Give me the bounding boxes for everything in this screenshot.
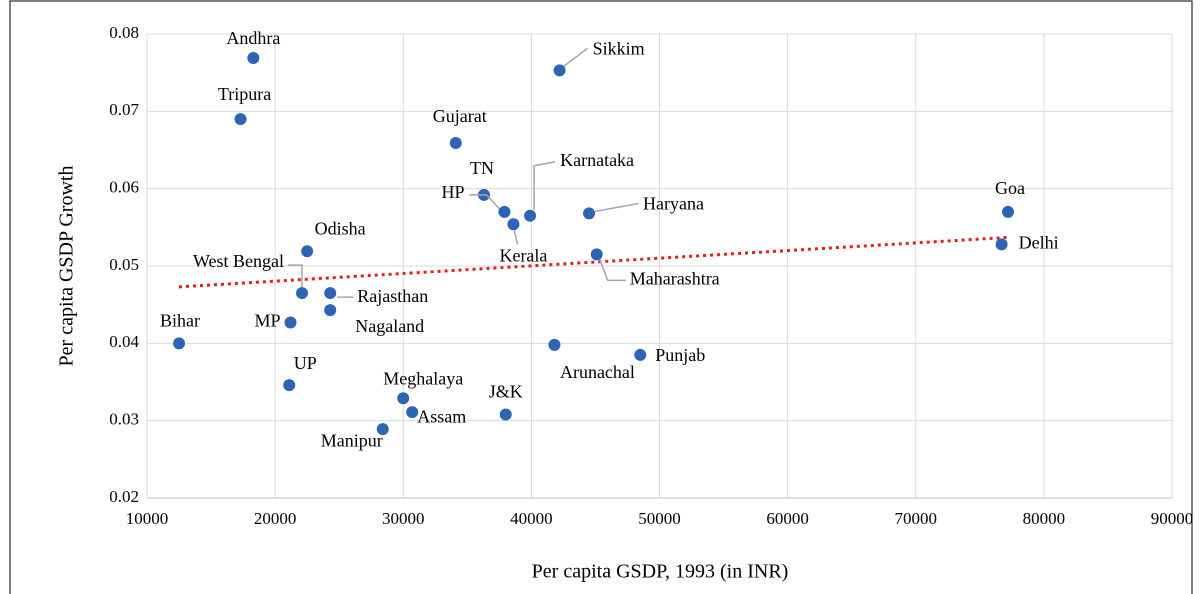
point-label: J&K [489,382,523,402]
y-tick-label: 0.04 [109,332,139,351]
point [283,379,296,392]
point [553,64,566,77]
leader-line [288,264,303,288]
point [590,248,603,261]
point [498,205,511,218]
x-axis-title: Per capita GSDP, 1993 (in INR) [532,561,789,583]
point [173,337,186,350]
y-tick-label: 0.06 [109,178,139,197]
y-tick-label: 0.03 [109,410,139,429]
point-label: Punjab [655,345,705,365]
x-tick-label: 30000 [382,509,425,528]
x-tick-label: 60000 [766,509,809,528]
point-label: Bihar [160,310,200,330]
point [324,304,337,317]
leader-line [469,194,501,210]
leader-line [599,259,626,282]
x-tick-label: 90000 [1151,509,1194,528]
point-label: Gujarat [433,106,487,126]
chart-frame [9,0,1193,594]
x-tick-label: 80000 [1023,509,1066,528]
leader-line [513,230,519,245]
point [301,245,314,258]
x-tick-label: 20000 [254,509,297,528]
point [995,238,1008,251]
x-tick-label: 10000 [126,509,169,528]
leader-line [533,160,556,210]
point [1002,205,1014,218]
point-label: Manipur [321,430,383,450]
point [376,423,389,436]
point [296,287,309,300]
point-label: Haryana [643,194,704,214]
point-label: MP [254,311,280,331]
leader-line [594,202,640,213]
leader-line [563,47,589,67]
point-label: Karnataka [560,150,634,170]
point-label: Goa [995,178,1025,198]
x-tick-label: 50000 [638,509,681,528]
point [247,51,260,64]
point-label: Nagaland [355,316,424,336]
point-label: TN [470,158,494,178]
point-label: Andhra [226,28,280,48]
point-label: Maharashtra [630,269,720,289]
point [583,207,596,220]
point-label: Sikkim [593,38,645,58]
y-tick-label: 0.07 [109,100,139,119]
point [524,209,537,222]
point [234,113,247,126]
point [406,406,419,419]
x-tick-label: 70000 [895,509,938,528]
y-tick-label: 0.08 [109,23,139,42]
point-label: UP [294,353,317,373]
point-label: Delhi [1019,232,1059,252]
trendline [178,235,1009,289]
point-label: Rajasthan [357,286,428,306]
point [324,287,337,300]
point [499,408,512,421]
point [397,392,410,405]
point-label: Meghalaya [383,368,463,388]
point-label: Odisha [315,218,366,238]
x-tick-label: 40000 [510,509,553,528]
point [548,338,561,351]
point [449,137,462,150]
y-tick-label: 0.05 [109,255,139,274]
y-tick-label: 0.02 [109,487,139,506]
point [634,348,647,361]
point-label: HP [441,182,464,202]
point-label: Assam [417,406,466,426]
point-label: West Bengal [193,251,284,271]
point [284,316,297,329]
point-label: Arunachal [560,362,635,382]
y-axis-title: Per capita GSDP Growth [56,166,78,367]
point-label: Tripura [218,84,271,104]
point-label: Kerala [499,245,547,265]
point [507,218,520,231]
